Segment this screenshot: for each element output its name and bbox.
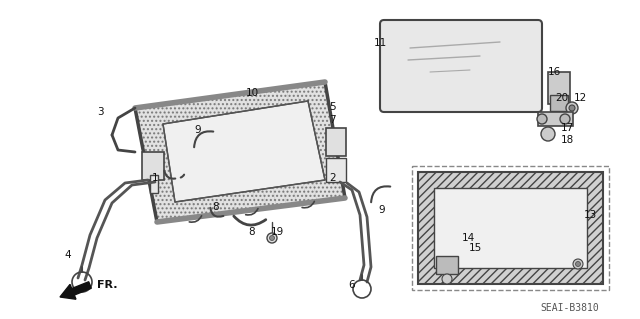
Text: 12: 12: [573, 93, 587, 103]
Text: 17: 17: [561, 123, 573, 133]
Bar: [142, 152, 164, 180]
Text: 9: 9: [379, 205, 385, 215]
Circle shape: [537, 114, 547, 124]
Text: FR.: FR.: [97, 280, 118, 290]
Bar: [538, 112, 573, 126]
FancyBboxPatch shape: [388, 28, 534, 104]
Bar: [150, 175, 158, 193]
Text: 16: 16: [547, 67, 561, 77]
Polygon shape: [163, 101, 325, 202]
Bar: [412, 166, 609, 290]
Polygon shape: [418, 172, 603, 284]
Circle shape: [269, 235, 275, 241]
Bar: [436, 256, 458, 274]
Circle shape: [575, 262, 580, 266]
FancyArrow shape: [60, 282, 92, 299]
Circle shape: [541, 127, 555, 141]
FancyBboxPatch shape: [392, 32, 530, 100]
Text: 13: 13: [584, 210, 596, 220]
Text: 10: 10: [245, 88, 259, 98]
Text: 15: 15: [468, 243, 482, 253]
Text: 6: 6: [349, 280, 355, 290]
Text: 5: 5: [329, 102, 335, 112]
FancyBboxPatch shape: [380, 20, 542, 112]
Circle shape: [560, 114, 570, 124]
Text: 9: 9: [195, 125, 202, 135]
Bar: [326, 128, 346, 156]
Text: 20: 20: [556, 93, 568, 103]
Text: 8: 8: [249, 227, 255, 237]
Text: 19: 19: [270, 227, 284, 237]
Text: 2: 2: [330, 173, 336, 183]
Text: 3: 3: [97, 107, 103, 117]
Polygon shape: [434, 188, 587, 268]
FancyBboxPatch shape: [384, 24, 538, 108]
Bar: [326, 158, 346, 182]
Circle shape: [440, 262, 445, 266]
Polygon shape: [135, 82, 345, 222]
Text: 18: 18: [561, 135, 573, 145]
Text: 14: 14: [461, 233, 475, 243]
Text: 11: 11: [373, 38, 387, 48]
Circle shape: [569, 105, 575, 111]
Text: 1: 1: [152, 173, 158, 183]
Circle shape: [442, 274, 452, 284]
Circle shape: [566, 102, 578, 114]
Circle shape: [438, 259, 448, 269]
Text: 7: 7: [329, 115, 335, 125]
Text: 8: 8: [212, 202, 220, 212]
Bar: [550, 95, 568, 111]
Bar: [548, 72, 570, 104]
Circle shape: [267, 233, 277, 243]
Circle shape: [573, 259, 583, 269]
Text: SEAI-B3810: SEAI-B3810: [541, 303, 600, 313]
Text: 4: 4: [65, 250, 71, 260]
